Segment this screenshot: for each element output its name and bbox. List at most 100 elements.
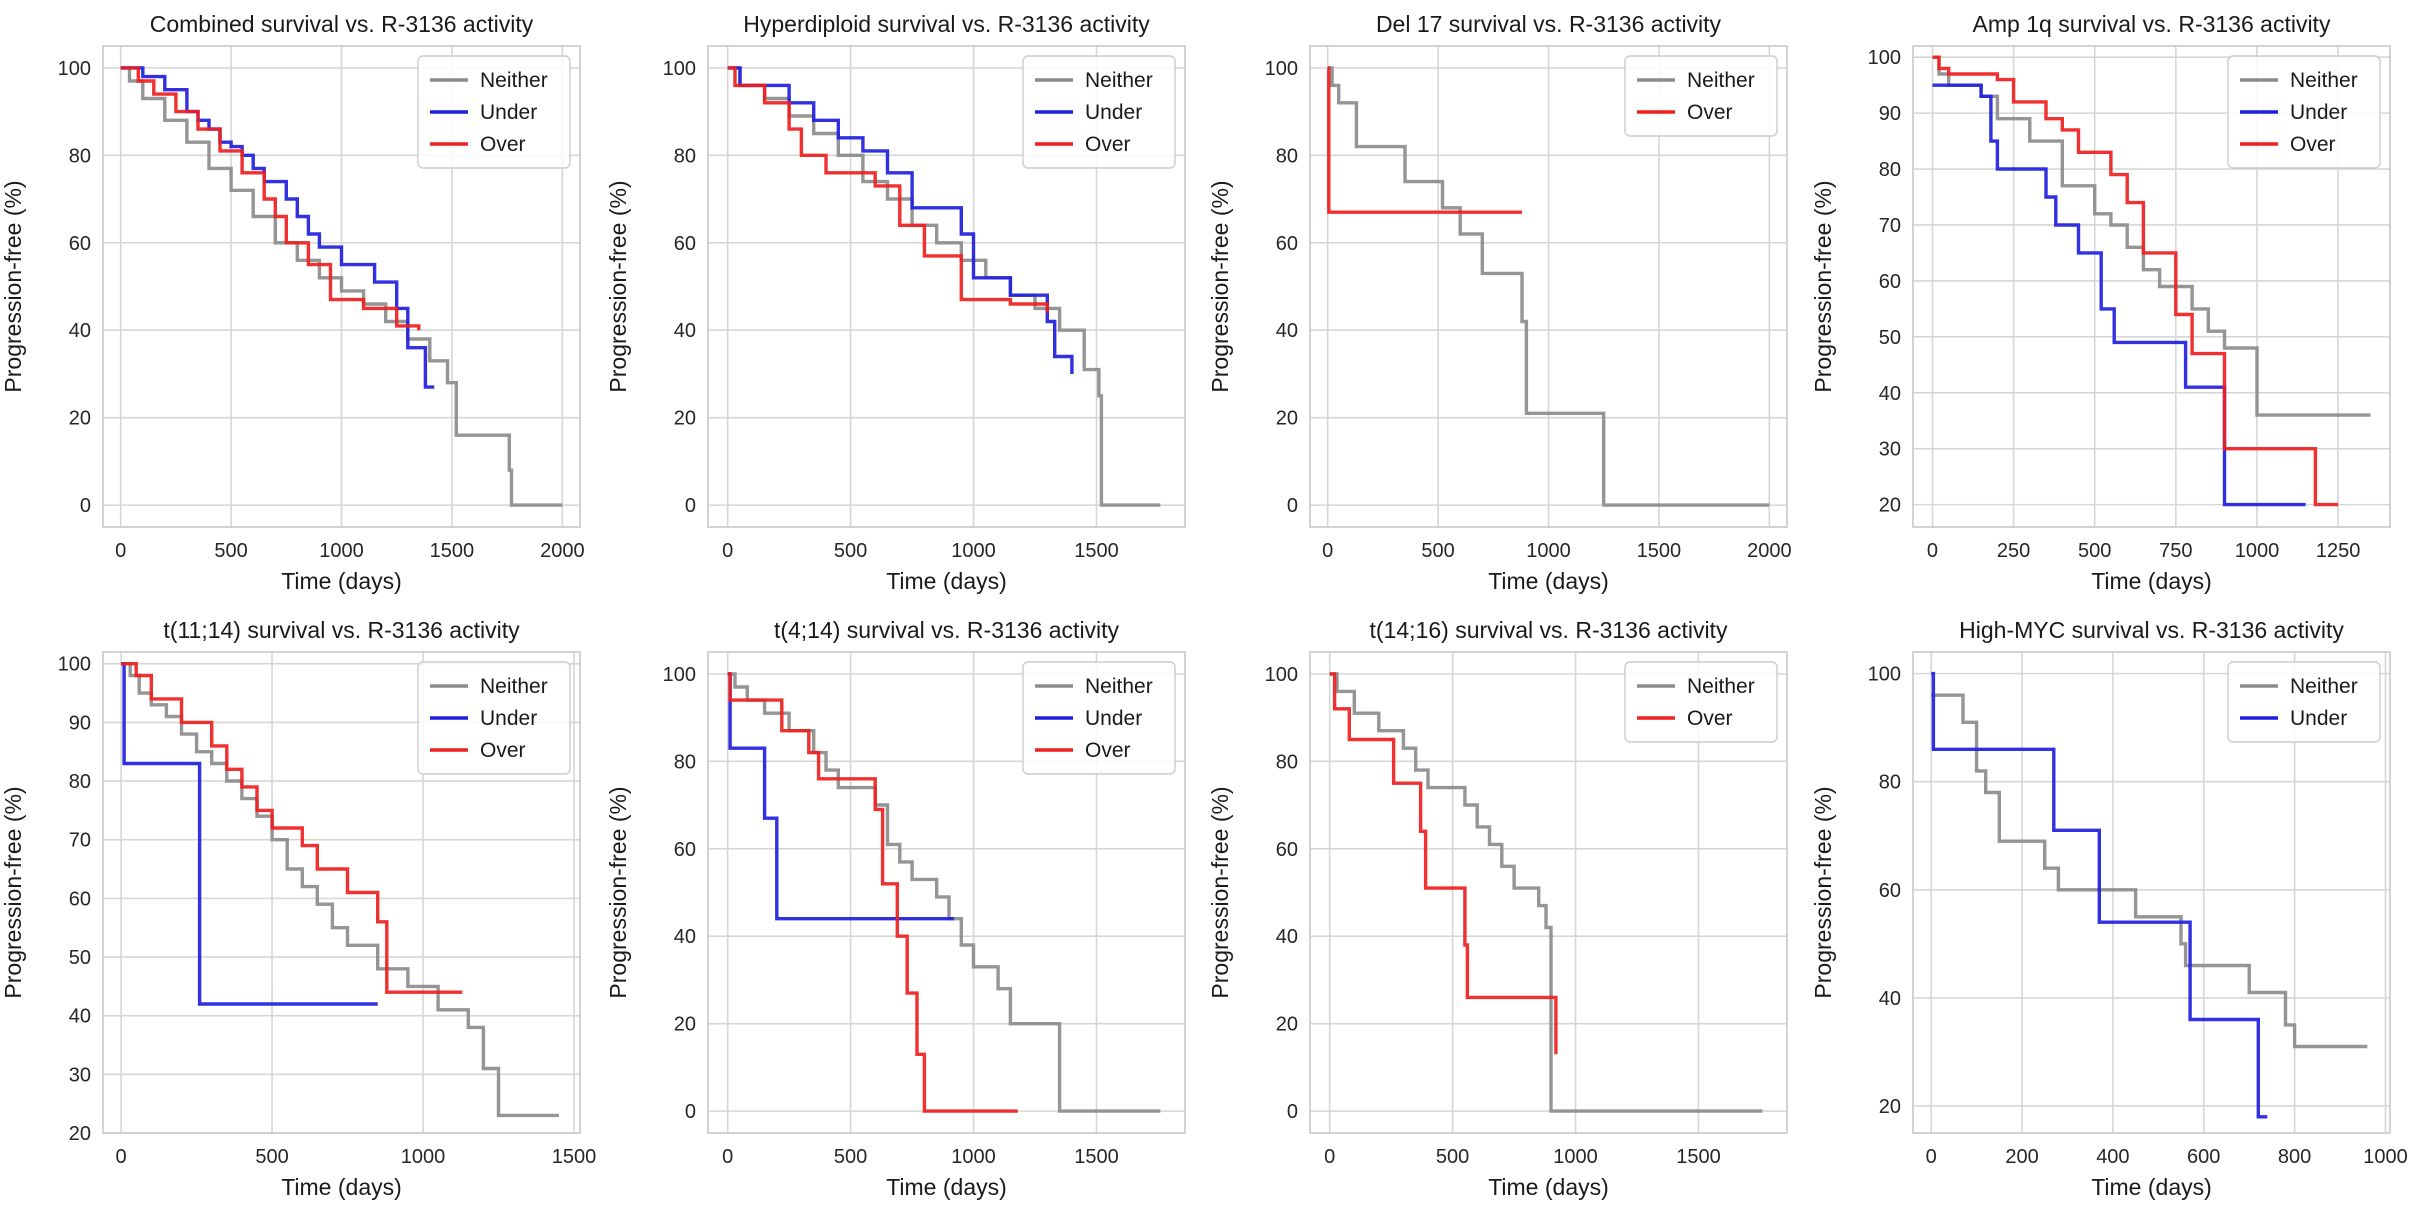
y-axis-label: Progression-free (%) bbox=[1810, 786, 1836, 998]
legend-box bbox=[417, 55, 571, 169]
series-line-neither bbox=[727, 672, 1161, 1113]
y-tick-label: 60 bbox=[69, 888, 91, 910]
series-line-neither bbox=[120, 66, 563, 507]
series-line-over bbox=[120, 66, 421, 331]
y-tick-label: 60 bbox=[69, 233, 91, 255]
series-line-under bbox=[727, 66, 1074, 374]
chart-title: Del 17 survival vs. R-3136 activity bbox=[1376, 11, 1722, 37]
legend-label: Over bbox=[1687, 101, 1733, 124]
chart-title: t(14;16) survival vs. R-3136 activity bbox=[1370, 617, 1728, 643]
y-tick-label: 20 bbox=[69, 408, 91, 430]
chart-title: Hyperdiploid survival vs. R-3136 activit… bbox=[743, 11, 1150, 37]
x-tick-label: 0 bbox=[115, 540, 126, 562]
x-tick-label: 400 bbox=[2096, 1146, 2129, 1168]
series-line-over bbox=[727, 66, 1049, 313]
legend-label: Over bbox=[1687, 707, 1733, 730]
x-tick-label: 500 bbox=[255, 1146, 288, 1168]
legend: Neither Over bbox=[1624, 661, 1778, 743]
legend-label: Over bbox=[1085, 739, 1131, 762]
x-tick-label: 0 bbox=[1926, 1146, 1937, 1168]
legend-label: Neither bbox=[1085, 675, 1153, 698]
x-tick-label: 0 bbox=[1324, 1146, 1335, 1168]
y-tick-label: 80 bbox=[69, 771, 91, 793]
y-tick-label: 60 bbox=[1276, 233, 1298, 255]
x-tick-label: 1000 bbox=[1553, 1146, 1598, 1168]
y-tick-label: 20 bbox=[1276, 1014, 1298, 1036]
legend-label: Neither bbox=[480, 675, 548, 698]
y-tick-label: 40 bbox=[1276, 926, 1298, 948]
x-axis-label: Time (days) bbox=[2091, 568, 2212, 594]
series-line-neither bbox=[1327, 66, 1770, 507]
x-axis-label: Time (days) bbox=[1488, 568, 1609, 594]
legend-label: Under bbox=[1085, 707, 1142, 730]
y-tick-label: 30 bbox=[1879, 439, 1901, 461]
plot-frame bbox=[1912, 45, 2391, 528]
y-tick-label: 100 bbox=[58, 58, 91, 80]
y-tick-label: 60 bbox=[1879, 880, 1901, 902]
x-tick-label: 750 bbox=[2159, 540, 2192, 562]
y-axis-label: Progression-free (%) bbox=[0, 786, 26, 998]
y-tick-label: 80 bbox=[674, 751, 696, 773]
y-tick-label: 40 bbox=[1879, 988, 1901, 1010]
chart-panel-4: 0 250 500 750 1000 1250 20 30 40 50 60 70 80 90 100 Amp… bbox=[1810, 11, 2391, 594]
x-axis-label: Time (days) bbox=[2091, 1174, 2212, 1200]
legend-label: Over bbox=[480, 739, 526, 762]
series-line-neither bbox=[1931, 693, 2368, 1049]
series-line-neither bbox=[121, 662, 559, 1118]
legend-label: Over bbox=[2290, 133, 2336, 156]
chart-panel-3: 0 500 1000 1500 2000 0 20 40 60 80 100 Del 17 survi… bbox=[1207, 11, 1792, 594]
y-tick-label: 0 bbox=[80, 495, 91, 517]
y-tick-label: 80 bbox=[1879, 772, 1901, 794]
legend-label: Over bbox=[480, 133, 526, 156]
chart-title: High-MYC survival vs. R-3136 activity bbox=[1959, 617, 2344, 643]
legend: Neither Under Over bbox=[2227, 55, 2381, 169]
x-tick-label: 1500 bbox=[1074, 540, 1119, 562]
y-tick-label: 80 bbox=[674, 145, 696, 167]
x-tick-label: 2000 bbox=[540, 540, 585, 562]
x-tick-label: 500 bbox=[214, 540, 247, 562]
x-tick-label: 1500 bbox=[430, 540, 475, 562]
y-tick-label: 100 bbox=[1868, 47, 1901, 69]
y-axis-label: Progression-free (%) bbox=[0, 180, 26, 392]
series-line-under bbox=[1931, 671, 2268, 1119]
chart-panel-8: 0 200 400 600 800 1000 20 40 60 80 100 High-MYC sur… bbox=[1810, 617, 2408, 1200]
y-tick-label: 20 bbox=[674, 408, 696, 430]
y-axis-label: Progression-free (%) bbox=[1810, 180, 1836, 392]
y-tick-label: 80 bbox=[1879, 159, 1901, 181]
chart-panel-7: 0 500 1000 1500 0 20 40 60 80 100 t(14;16) surviva… bbox=[1207, 617, 1788, 1200]
y-tick-label: 0 bbox=[1287, 495, 1298, 517]
x-tick-label: 0 bbox=[1927, 540, 1938, 562]
legend: Neither Under Over bbox=[417, 661, 571, 775]
y-tick-label: 50 bbox=[1879, 327, 1901, 349]
y-tick-label: 90 bbox=[1879, 103, 1901, 125]
x-tick-label: 1000 bbox=[401, 1146, 446, 1168]
legend: Neither Under Over bbox=[1022, 661, 1176, 775]
x-tick-label: 0 bbox=[116, 1146, 127, 1168]
x-tick-label: 1000 bbox=[1526, 540, 1571, 562]
y-tick-label: 90 bbox=[69, 712, 91, 734]
y-tick-label: 80 bbox=[1276, 145, 1298, 167]
legend-box bbox=[1624, 55, 1778, 137]
y-tick-label: 60 bbox=[674, 839, 696, 861]
series-line-neither bbox=[1329, 672, 1763, 1113]
y-tick-label: 70 bbox=[1879, 215, 1901, 237]
y-tick-label: 0 bbox=[685, 495, 696, 517]
y-tick-label: 40 bbox=[1276, 320, 1298, 342]
y-tick-label: 100 bbox=[663, 58, 696, 80]
series-line-over bbox=[1329, 672, 1558, 1055]
y-axis-label: Progression-free (%) bbox=[1207, 786, 1233, 998]
legend-label: Neither bbox=[2290, 69, 2358, 92]
legend-label: Under bbox=[480, 101, 537, 124]
x-axis-label: Time (days) bbox=[1488, 1174, 1609, 1200]
x-axis-label: Time (days) bbox=[886, 568, 1007, 594]
x-tick-label: 600 bbox=[2187, 1146, 2220, 1168]
legend-label: Neither bbox=[1687, 69, 1755, 92]
y-axis-label: Progression-free (%) bbox=[605, 786, 631, 998]
x-axis-label: Time (days) bbox=[886, 1174, 1007, 1200]
x-tick-label: 800 bbox=[2278, 1146, 2311, 1168]
x-tick-label: 1000 bbox=[2363, 1146, 2408, 1168]
y-axis-label: Progression-free (%) bbox=[1207, 180, 1233, 392]
plot-frame bbox=[1309, 45, 1788, 528]
y-tick-label: 20 bbox=[674, 1014, 696, 1036]
